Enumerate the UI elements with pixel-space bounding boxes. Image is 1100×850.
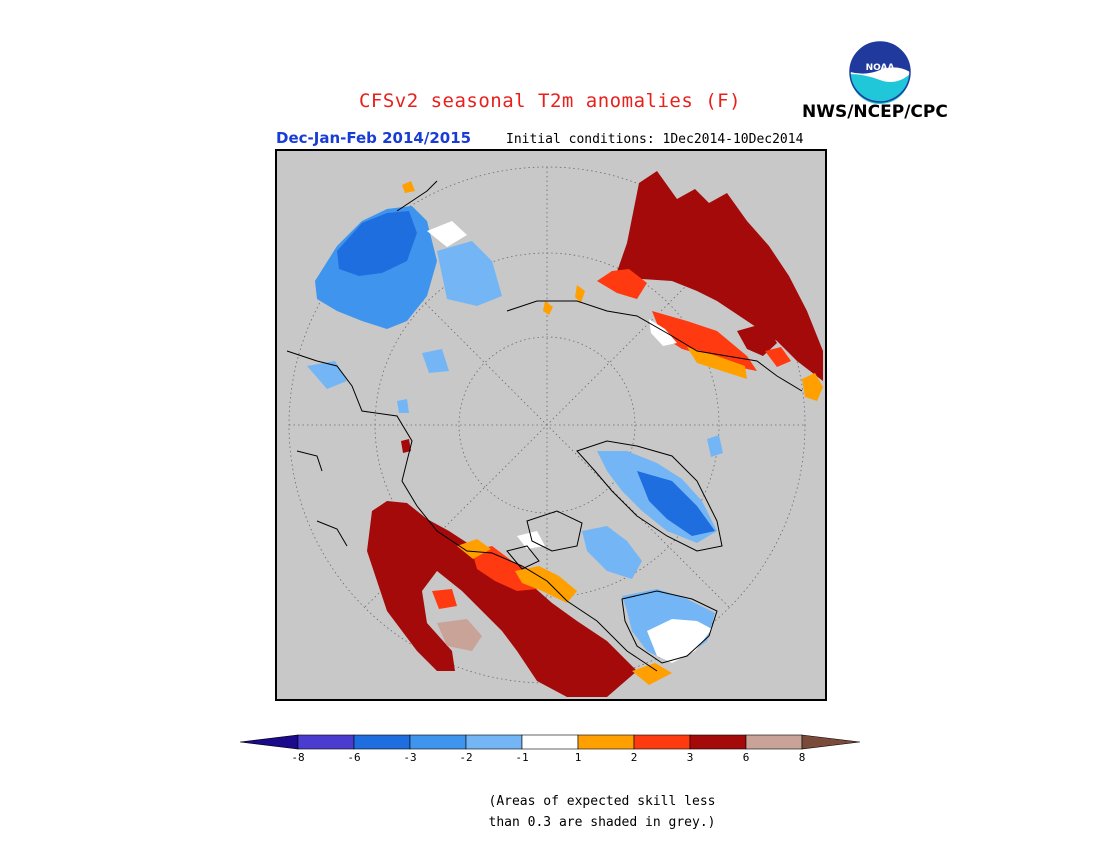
legend-swatch xyxy=(633,734,691,750)
legend-tick-label: 1 xyxy=(575,751,582,764)
logo-text: NOAA xyxy=(866,63,895,73)
legend-swatch xyxy=(521,734,579,750)
polar-map xyxy=(286,166,823,697)
coastlines xyxy=(286,180,803,672)
color-legend: -8 -6 -3 -2 -1 1 2 3 6 8 xyxy=(239,734,861,764)
legend-swatch xyxy=(297,734,355,750)
legend-tick-label: 6 xyxy=(743,751,750,764)
legend-arrow-high xyxy=(801,734,861,750)
legend-tick-label: 2 xyxy=(631,751,638,764)
skill-footnote: (Areas of expected skill less than 0.3 a… xyxy=(472,791,732,833)
legend-swatch xyxy=(745,734,803,750)
footnote-line-2: than 0.3 are shaded in grey.) xyxy=(488,815,716,830)
warm-anomaly-russia xyxy=(402,171,823,401)
season-label: Dec-Jan-Feb 2014/2015 xyxy=(276,129,472,147)
footnote-line-1: (Areas of expected skill less xyxy=(488,794,716,809)
legend-tick-label: -2 xyxy=(459,751,472,764)
legend-tick-label: -6 xyxy=(347,751,360,764)
legend-tick-label: 3 xyxy=(687,751,694,764)
legend-ticks: -8 -6 -3 -2 -1 1 2 3 6 8 xyxy=(291,751,805,764)
warm-anomaly-north-america xyxy=(367,439,672,697)
initial-conditions-label: Initial conditions: 1Dec2014-10Dec2014 xyxy=(506,132,804,147)
legend-tick-label: -8 xyxy=(291,751,304,764)
map-panel xyxy=(275,149,827,701)
agency-label: NWS/NCEP/CPC xyxy=(802,102,948,122)
legend-swatch xyxy=(689,734,747,750)
legend-tick-label: -1 xyxy=(515,751,528,764)
legend-tick-label: -3 xyxy=(403,751,416,764)
legend-swatch xyxy=(409,734,467,750)
legend-swatch xyxy=(577,734,635,750)
chart-title: CFSv2 seasonal T2m anomalies (F) xyxy=(358,90,742,112)
legend-arrow-low xyxy=(239,734,299,750)
legend-swatch xyxy=(353,734,411,750)
cold-anomaly-regions xyxy=(307,206,723,663)
legend-swatches xyxy=(239,734,861,750)
legend-swatch xyxy=(465,734,523,750)
legend-tick-label: 8 xyxy=(799,751,806,764)
noaa-logo: NOAA xyxy=(849,41,911,104)
